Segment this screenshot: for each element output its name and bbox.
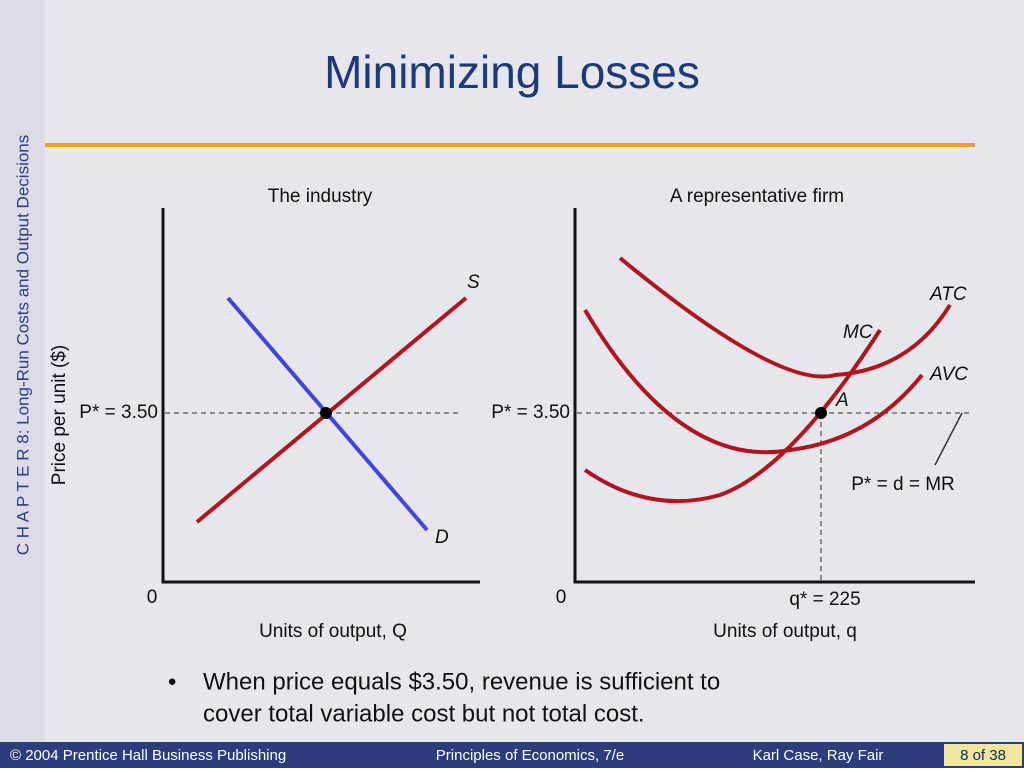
origin-label: 0: [556, 587, 567, 608]
supply-label: S: [467, 272, 480, 293]
demand-label: D: [435, 527, 449, 548]
equilibrium-point: [320, 407, 332, 419]
page-box: [944, 744, 1022, 766]
footer-book: Principles of Economics, 7/e: [436, 747, 624, 764]
industry-axes: [161, 208, 480, 584]
price-label: P* = 3.50: [79, 402, 158, 423]
footer-bar: [0, 742, 1024, 768]
footer-authors: Karl Case, Ray Fair: [753, 747, 884, 764]
mc-label: MC: [843, 322, 873, 343]
avc-curve: [583, 308, 924, 455]
price-label: P* = 3.50: [491, 402, 570, 423]
footer-publisher: © 2004 Prentice Hall Business Publishing: [10, 747, 286, 764]
industry-title: The industry: [268, 186, 373, 207]
avc-label: AVC: [929, 364, 968, 385]
atc-curve: [618, 256, 952, 379]
firm-title: A representative firm: [670, 186, 844, 207]
bullet-line: cover total variable cost but not total …: [203, 700, 645, 727]
supply-curve: [195, 296, 468, 524]
sidebar: [0, 0, 45, 742]
x-axis-label: Units of output, q: [713, 621, 857, 642]
point-a: [815, 407, 827, 419]
side-label: C H A P T E R 8: Long-Run Costs and Outp…: [13, 135, 32, 556]
y-axis-label: Price per unit ($): [49, 345, 70, 485]
bullet-marker: •: [168, 668, 176, 695]
x-axis-label: Units of output, Q: [259, 621, 407, 642]
slide-title: Minimizing Losses: [324, 46, 700, 98]
atc-label: ATC: [929, 284, 967, 305]
firm-axes: [573, 208, 975, 584]
mc-curve: [583, 328, 882, 504]
point-label: A: [835, 390, 849, 411]
bullet-line: When price equals $3.50, revenue is suff…: [203, 668, 720, 695]
leader-line: [934, 412, 963, 466]
demand-label: P* = d = MR: [851, 474, 955, 495]
origin-label: 0: [147, 587, 158, 608]
footer-page: 8 of 38: [960, 747, 1006, 764]
quantity-label: q* = 225: [789, 589, 860, 610]
